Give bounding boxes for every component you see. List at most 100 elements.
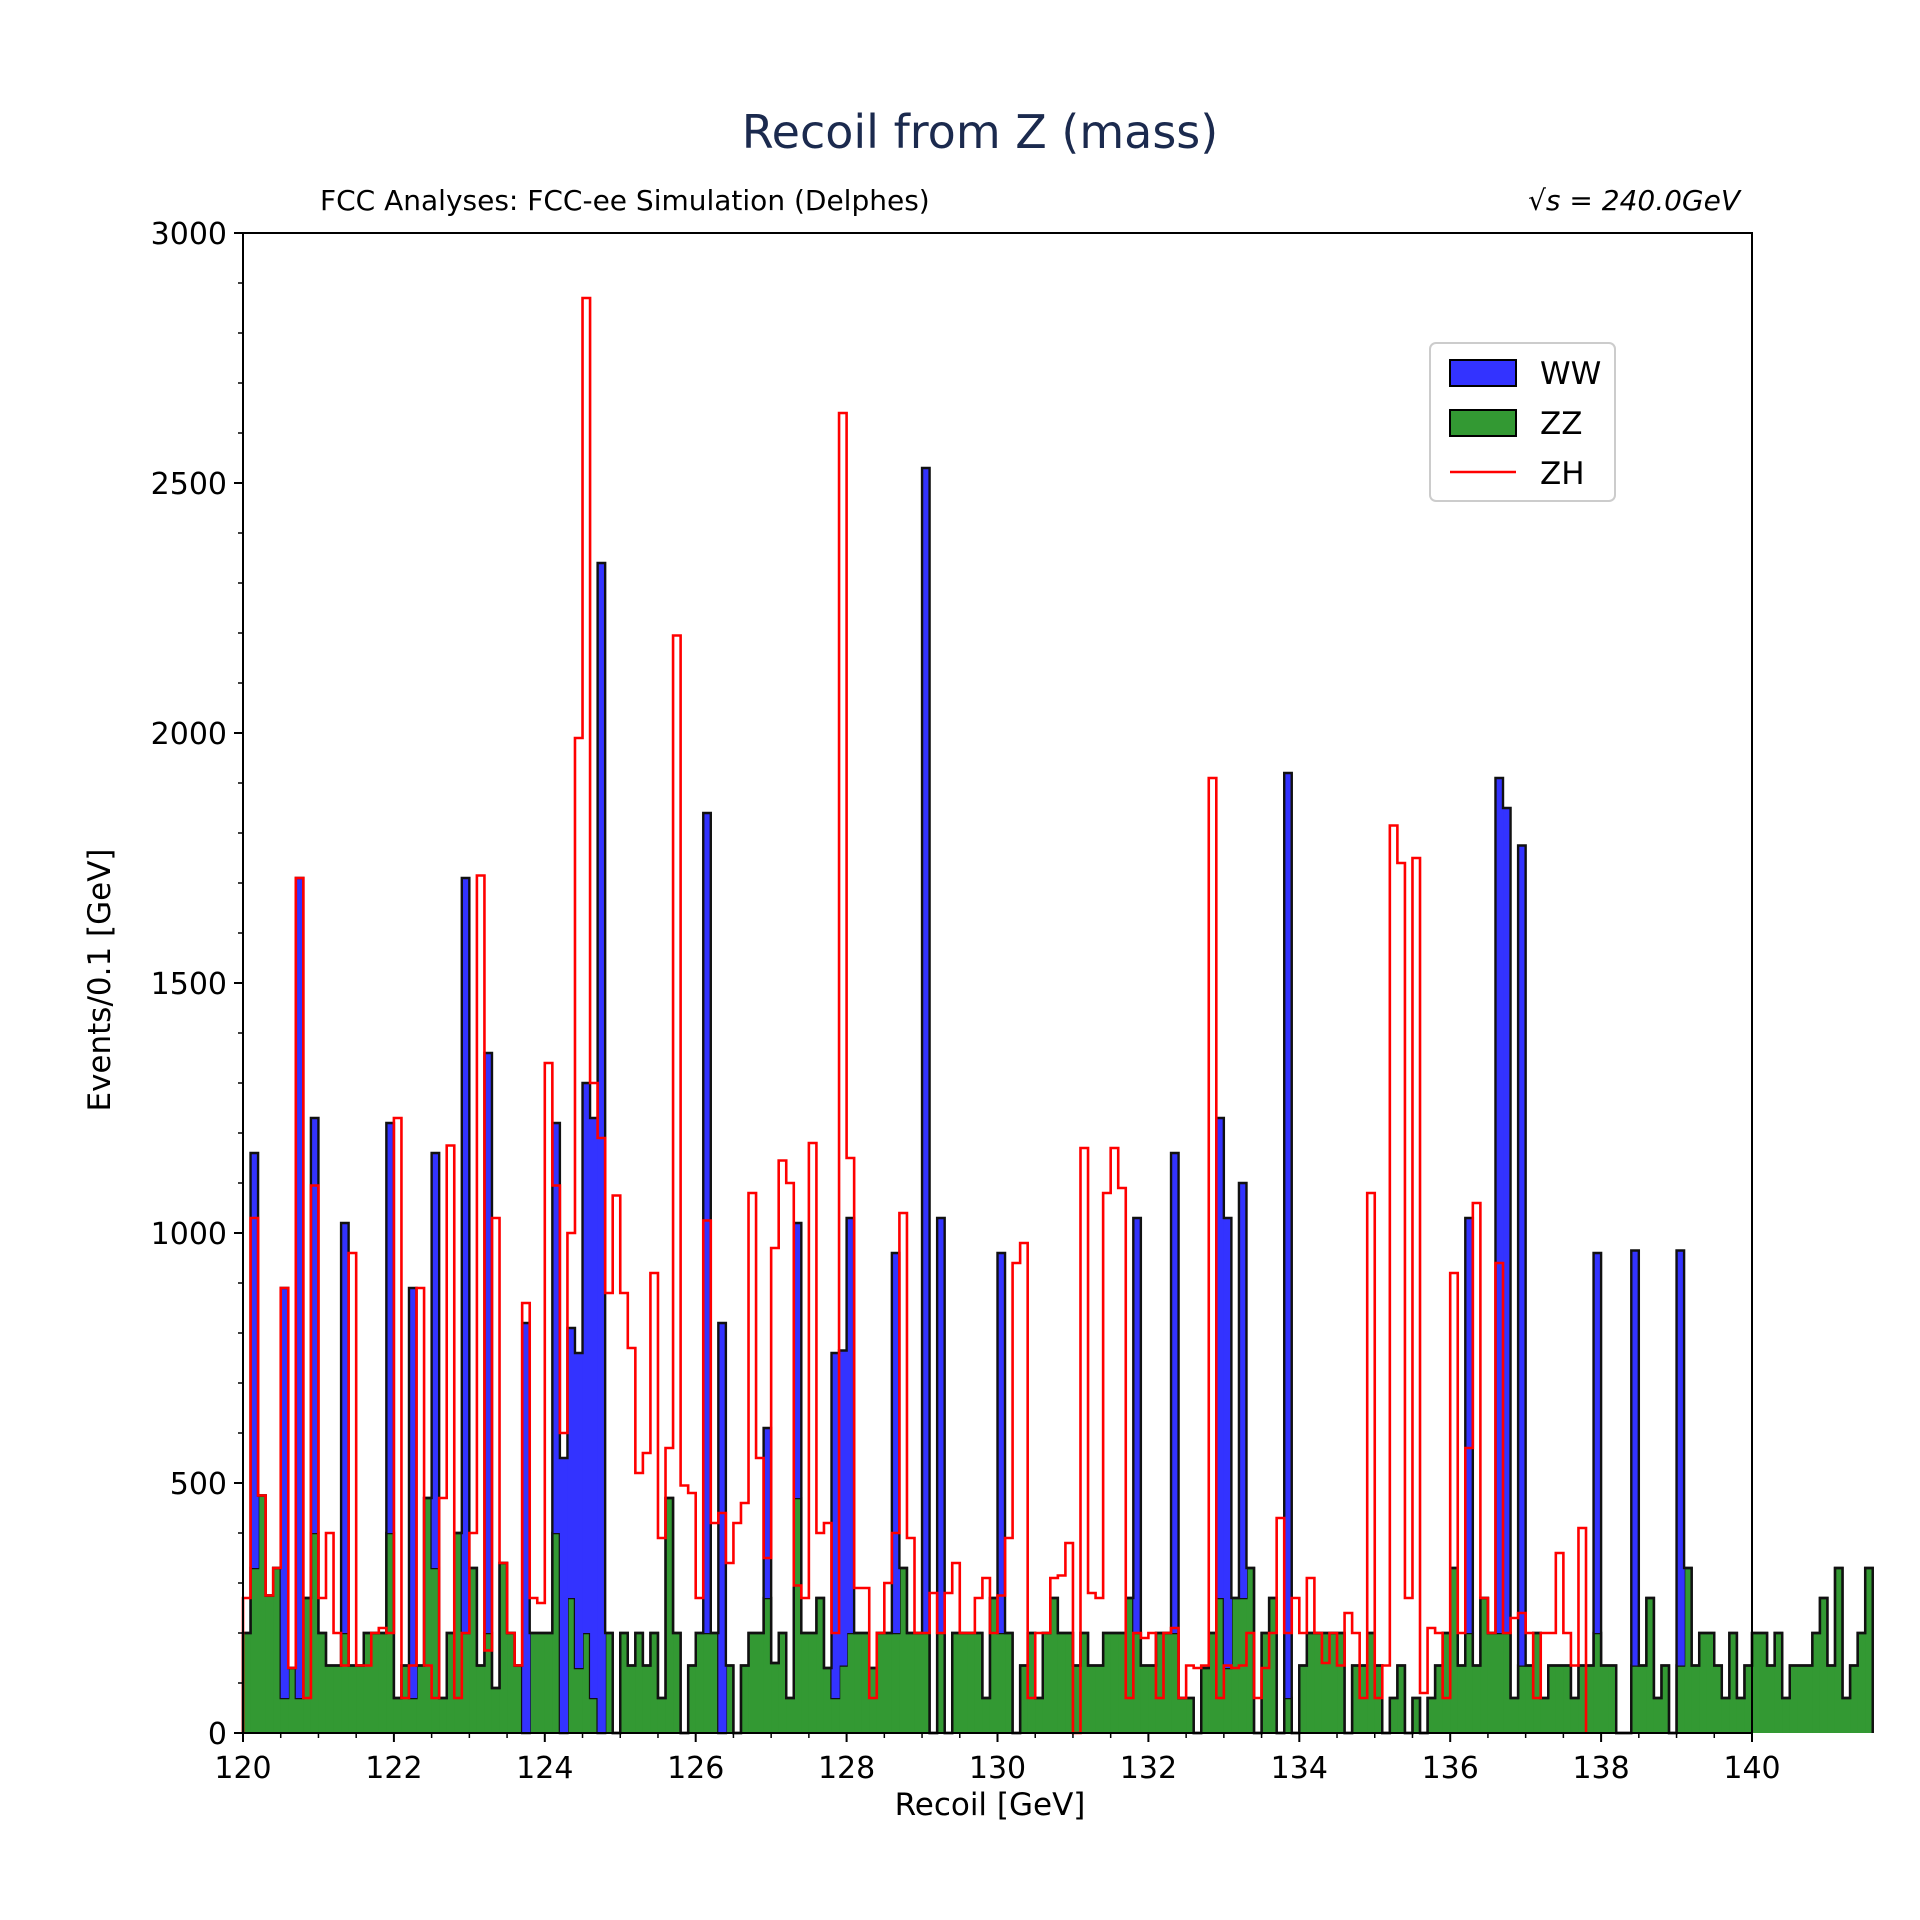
zz-bar <box>1337 1633 1346 1733</box>
zz-bar <box>899 1568 908 1733</box>
ww-histogram <box>250 468 1685 1733</box>
ww-bar <box>461 878 470 1633</box>
zz-bar <box>748 1633 757 1733</box>
chart-title: Recoil from Z (mass) <box>742 105 1218 159</box>
zz-bar <box>1397 1665 1406 1733</box>
zz-bar <box>642 1665 652 1733</box>
x-tick-label: 126 <box>667 1751 724 1786</box>
ww-bar <box>1631 1250 1640 1666</box>
zz-bar <box>665 1498 674 1733</box>
zz-bar <box>1812 1633 1821 1733</box>
zz-bar <box>1487 1633 1497 1733</box>
zz-bar <box>529 1633 538 1733</box>
zz-bar <box>1819 1598 1829 1733</box>
zz-bar <box>446 1633 455 1733</box>
zz-bar <box>1329 1633 1338 1733</box>
zz-bar <box>1306 1633 1315 1733</box>
zz-bar <box>1714 1665 1723 1733</box>
zz-bar <box>1080 1633 1089 1733</box>
zz-bar <box>476 1665 486 1733</box>
x-tick-label: 122 <box>365 1751 422 1786</box>
zz-bar <box>1125 1598 1134 1733</box>
ww-bar <box>846 1218 855 1633</box>
zz-bar <box>959 1633 968 1733</box>
zz-bar <box>469 1568 478 1733</box>
zz-bar <box>1706 1633 1715 1733</box>
zz-bar <box>1842 1698 1851 1733</box>
y-tick-label: 0 <box>208 1717 227 1752</box>
zz-bar <box>1533 1633 1542 1733</box>
zz-bar <box>431 1568 440 1733</box>
zz-bar <box>288 1668 297 1733</box>
zz-bar <box>763 1598 772 1733</box>
zz-bar <box>1646 1598 1655 1733</box>
zz-bar <box>650 1633 659 1733</box>
zz-bar <box>1804 1665 1813 1733</box>
ww-bar <box>1223 1218 1232 1668</box>
ww-bar <box>567 1328 576 1598</box>
legend: WW ZZ ZH <box>1429 342 1616 502</box>
zz-bar <box>1638 1665 1647 1733</box>
zz-bar <box>1578 1665 1587 1733</box>
zz-bar <box>1752 1633 1761 1733</box>
zz-bar <box>1834 1568 1844 1733</box>
zz-bar <box>1155 1633 1165 1733</box>
zz-bar <box>1148 1665 1157 1733</box>
zz-bar <box>1684 1568 1693 1733</box>
zz-bar <box>1744 1665 1753 1733</box>
zz-bar <box>1480 1598 1489 1733</box>
ww-bar <box>937 1218 946 1633</box>
y-tick-label: 2500 <box>151 467 227 502</box>
zz-bar <box>1284 1698 1293 1733</box>
ww-bar <box>1518 845 1527 1666</box>
zz-bar <box>318 1633 327 1733</box>
zz-bar <box>1140 1665 1149 1733</box>
zz-bar <box>1759 1633 1768 1733</box>
zz-bar <box>869 1668 878 1733</box>
zz-bar <box>356 1665 365 1733</box>
zz-bar <box>627 1665 636 1733</box>
zz-bar <box>537 1633 546 1733</box>
y-tick-label: 3000 <box>151 217 227 252</box>
ww-bar <box>431 1153 440 1568</box>
zz-bar <box>1321 1633 1331 1733</box>
zz-bar <box>801 1633 810 1733</box>
zz-bar <box>1601 1665 1610 1733</box>
zz-bar <box>1676 1665 1685 1733</box>
zz-bar <box>250 1568 259 1733</box>
zz-bar <box>1103 1633 1112 1733</box>
plot-area <box>241 296 1874 1735</box>
zz-bar <box>454 1533 463 1733</box>
zz-bar <box>1095 1665 1104 1733</box>
ww-bar <box>1284 773 1293 1698</box>
zz-bar <box>1042 1633 1051 1733</box>
zz-bar <box>982 1698 991 1733</box>
zz-bar <box>1186 1698 1195 1733</box>
ww-bar <box>250 1153 259 1568</box>
zz-bar <box>974 1633 984 1733</box>
zz-bar <box>1435 1665 1444 1733</box>
zz-bar <box>1065 1633 1074 1733</box>
zz-bar <box>1593 1633 1602 1733</box>
zz-bar <box>1548 1665 1557 1733</box>
ww-bar <box>831 1353 840 1698</box>
ww-bar <box>703 813 712 1633</box>
zz-bar <box>507 1633 516 1733</box>
zz-bar <box>341 1633 350 1733</box>
zz-bar <box>1208 1633 1217 1733</box>
zz-bar <box>1442 1633 1451 1733</box>
zz-bar <box>273 1568 282 1733</box>
zz-bar <box>1231 1598 1240 1733</box>
zz-bar <box>695 1633 704 1733</box>
y-tick-label: 1500 <box>151 967 227 1002</box>
y-axis: 0 500 1000 1500 2000 2500 3000 <box>151 217 243 1752</box>
zz-bar <box>1133 1633 1142 1733</box>
ww-bar <box>280 1288 289 1698</box>
zz-bar <box>461 1633 470 1733</box>
zz-bar <box>1767 1665 1776 1733</box>
zz-bar <box>937 1633 946 1733</box>
y-tick-label: 2000 <box>151 717 227 752</box>
zz-bar <box>514 1665 523 1733</box>
zz-bar <box>1472 1665 1481 1733</box>
